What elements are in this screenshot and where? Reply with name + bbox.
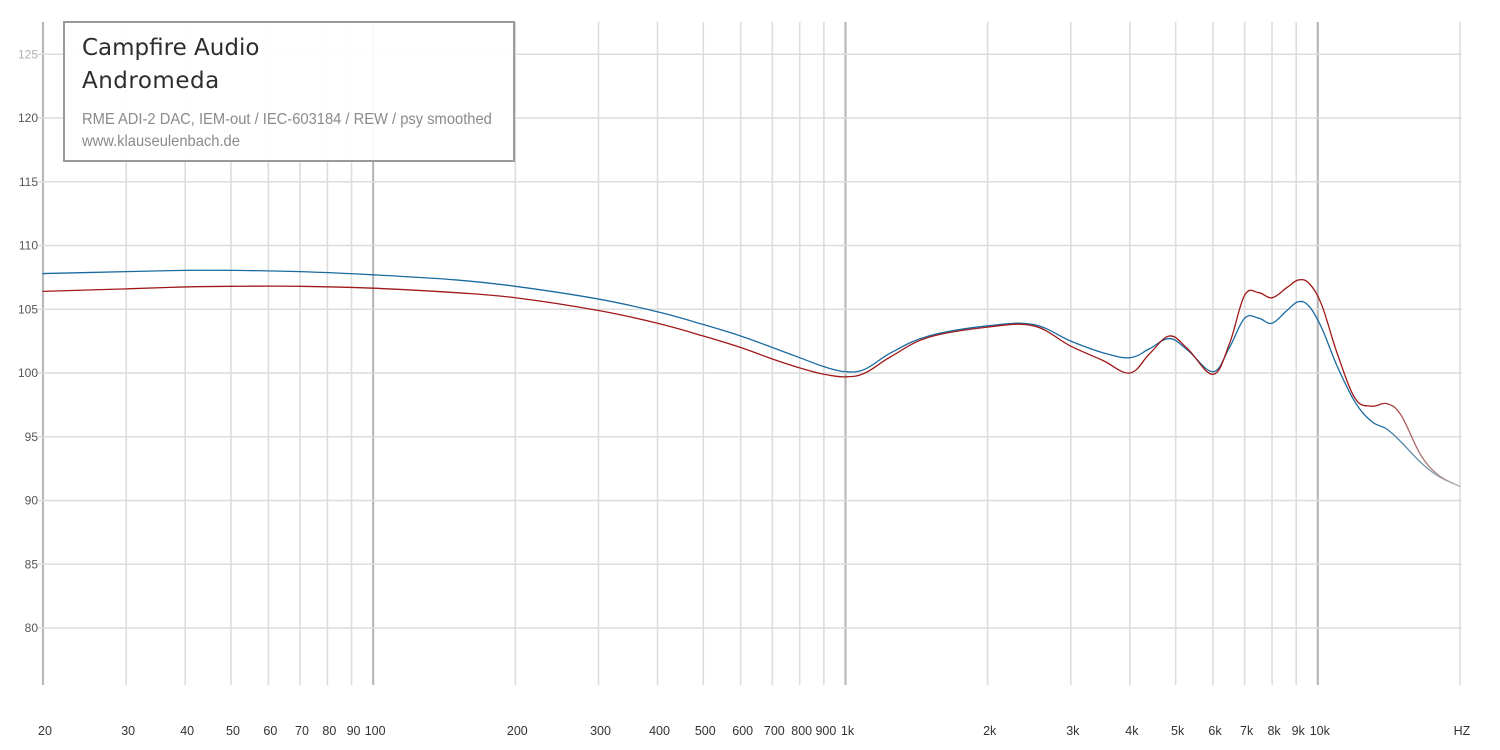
chart-subtitle-setup: RME ADI-2 DAC, IEM-out / IEC-603184 / RE… (82, 111, 492, 128)
chart-title-brand: Campfire Audio (82, 35, 260, 61)
series-line-2 (42, 278, 1461, 488)
x-tick-label: 60 (263, 724, 277, 738)
y-tick-label: 120 (18, 111, 38, 125)
x-tick-label: 3k (1066, 724, 1080, 738)
x-tick-label: 2k (983, 724, 997, 738)
x-tick-label: 400 (649, 724, 670, 738)
chart-title-box: Campfire Audio Andromeda RME ADI-2 DAC, … (63, 21, 515, 162)
y-tick-label: 105 (18, 302, 38, 316)
horizontal-gridlines (38, 53, 1462, 629)
x-tick-label: 800 (791, 724, 812, 738)
x-tick-label: 600 (732, 724, 753, 738)
x-tick-label: 70 (295, 724, 309, 738)
y-tick-label: 80 (25, 621, 39, 635)
x-axis-labels: 20 30 40 50 60 70 80 90 100 200 300 400 500 600 700 800… (38, 724, 1471, 738)
x-tick-label: 20 (38, 724, 52, 738)
y-tick-label: 90 (25, 494, 39, 508)
y-axis-labels: 80 85 90 95 100 105 110 115 120 125 (18, 47, 38, 635)
x-tick-label: 50 (226, 724, 240, 738)
y-tick-label: 85 (25, 557, 39, 571)
series-line-1 (42, 269, 1461, 488)
x-tick-label: HZ (1454, 724, 1471, 738)
y-tick-label: 100 (18, 366, 38, 380)
x-tick-label: 80 (322, 724, 336, 738)
x-tick-label: 500 (695, 724, 716, 738)
x-tick-label: 6k (1208, 724, 1222, 738)
x-tick-label: 4k (1125, 724, 1139, 738)
x-tick-label: 9k (1292, 724, 1306, 738)
y-tick-label: 115 (19, 175, 38, 189)
x-tick-label: 7k (1240, 724, 1254, 738)
x-tick-label: 1k (841, 724, 855, 738)
x-tick-label: 300 (590, 724, 611, 738)
x-tick-label: 100 (365, 724, 386, 738)
chart-subtitle-website: www.klauseulenbach.de (82, 133, 240, 150)
x-tick-label: 8k (1267, 724, 1281, 738)
x-tick-label: 900 (815, 724, 836, 738)
y-tick-label: 110 (19, 239, 38, 253)
y-tick-label: 95 (25, 430, 39, 444)
x-tick-label: 5k (1171, 724, 1185, 738)
series-lines (42, 269, 1461, 488)
x-tick-label: 10k (1310, 724, 1331, 738)
x-tick-label: 700 (764, 724, 785, 738)
x-tick-label: 90 (347, 724, 361, 738)
y-tick-label: 125 (18, 47, 38, 61)
x-tick-label: 30 (121, 724, 135, 738)
chart-title-model: Andromeda (82, 68, 220, 94)
x-tick-label: 200 (507, 724, 528, 738)
x-tick-label: 40 (180, 724, 194, 738)
